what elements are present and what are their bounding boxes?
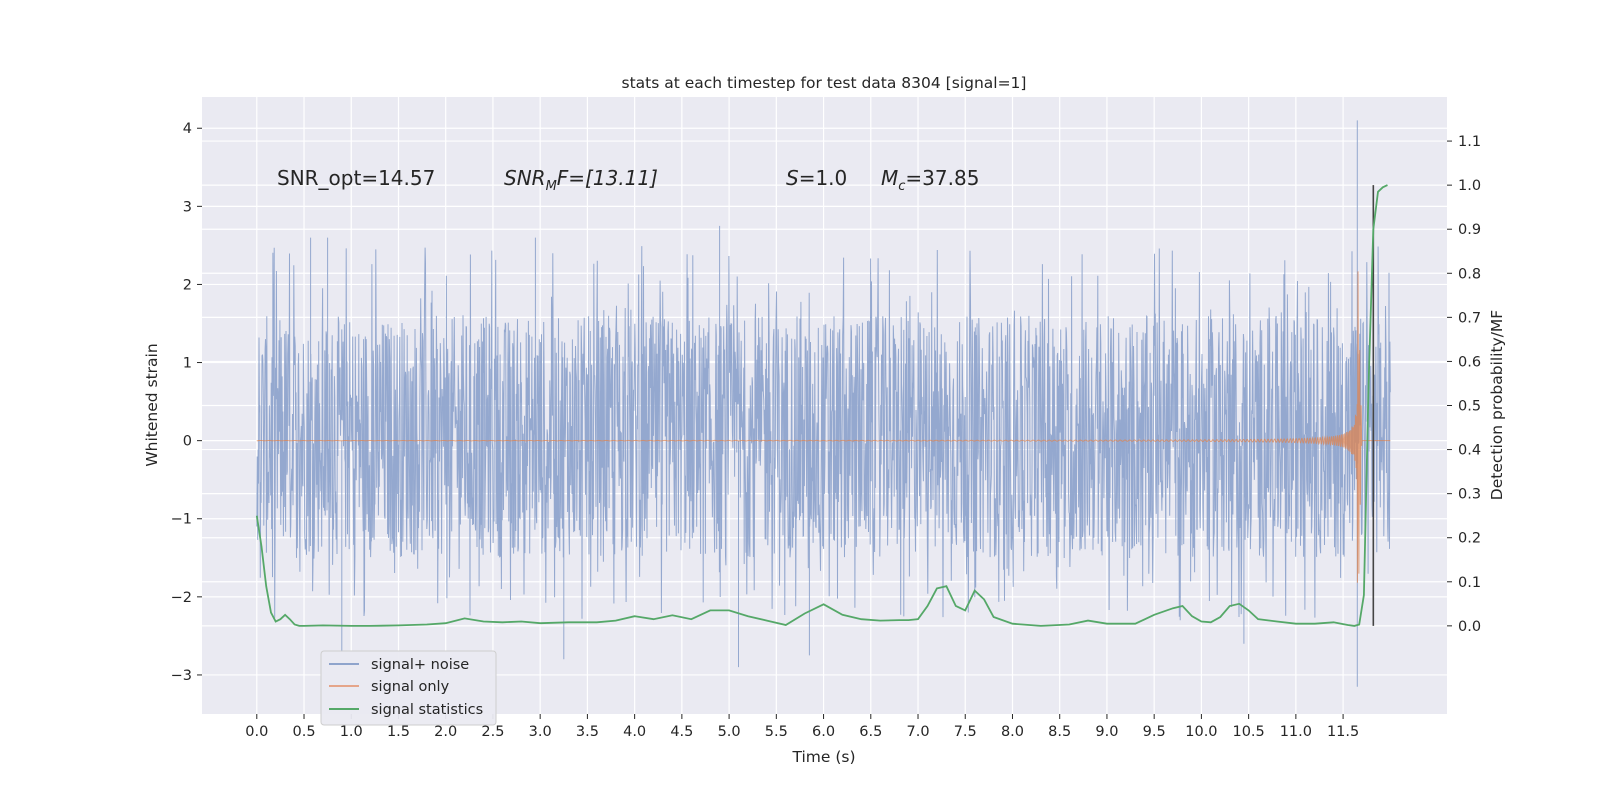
x-tick-label: 3.5 [576,724,599,740]
y-right-tick-label: 0.2 [1458,531,1481,547]
y-left-tick-label: 4 [183,121,192,137]
annotation-snr-opt: SNR_opt=14.57 [277,166,435,190]
annotation-snr-mf-value: F=[13.11] [557,166,658,190]
x-tick-label: 7.5 [954,724,977,740]
y-right-tick-label: 1.1 [1458,134,1481,150]
x-tick-label: 11.0 [1280,724,1312,740]
x-tick-label: 10.0 [1185,724,1217,740]
x-tick-label: 6.5 [859,724,882,740]
y-right-tick-label: 0.8 [1458,266,1481,282]
y-right-tick-label: 0.5 [1458,399,1481,415]
ticks: 0.0 0.5 1.0 1.5 2.0 2.5 3.0 3.5 4.0 4.5 5.0 5.5 6.0 6… [171,121,1481,740]
annotation-mc-label: M [881,166,898,190]
x-tick-label: 0.0 [245,724,268,740]
legend-label-stats: signal statistics [371,702,483,718]
legend-box [320,650,497,726]
legend: signal+ noise signal only signal statist… [320,650,497,726]
y-left-tick-label: −1 [171,512,192,528]
series-layer [255,120,1391,687]
x-tick-label: 4.5 [670,724,693,740]
x-tick-label: 0.5 [292,724,315,740]
x-tick-label: 1.5 [387,724,410,740]
annotation-snr-mf: SNRMF=[13.11] [504,166,658,194]
series-signal-noise [256,120,1391,687]
chart-title: stats at each timestep for test data 830… [622,74,1027,92]
x-tick-label: 8.0 [1001,724,1024,740]
annotation-s-value: =1.0 [799,166,848,190]
x-axis-label: Time (s) [791,748,855,766]
y-right-tick-label: 0.9 [1458,222,1481,238]
x-tick-label: 5.0 [718,724,741,740]
legend-label-noise: signal+ noise [371,657,469,673]
y-axis-left-label: Whitened strain [143,343,161,466]
y-right-tick-label: 0.7 [1458,310,1481,326]
legend-label-signal: signal only [371,679,450,695]
y-right-tick-label: 0.1 [1458,575,1481,591]
x-tick-label: 7.0 [906,724,929,740]
y-left-tick-label: −2 [171,590,192,606]
annotation-s: S=1.0 [786,166,847,190]
x-tick-label: 3.0 [529,724,552,740]
x-tick-label: 8.5 [1048,724,1071,740]
x-tick-label: 6.0 [812,724,835,740]
annotation-mc-value: =37.85 [905,166,979,190]
y-left-tick-label: 1 [183,356,192,372]
x-tick-label: 5.5 [765,724,788,740]
x-tick-label: 4.0 [623,724,646,740]
y-left-tick-label: 3 [183,199,192,215]
series-signal-only [256,271,1391,583]
annotation-snr-mf-sub: M [546,179,557,194]
y-left-tick-label: 2 [183,277,192,293]
x-tick-label: 2.0 [434,724,457,740]
y-right-tick-label: 1.0 [1458,178,1481,194]
y-left-tick-label: −3 [171,668,192,684]
y-axis-right-label: Detection probability/MF [1488,310,1506,501]
y-right-tick-label: 0.3 [1458,487,1481,503]
x-tick-label: 10.5 [1232,724,1264,740]
x-tick-label: 2.5 [481,724,504,740]
y-right-tick-label: 0.4 [1458,443,1481,459]
x-tick-label: 9.0 [1095,724,1118,740]
x-tick-label: 1.0 [340,724,363,740]
annotation-mc: Mc=37.85 [881,166,979,194]
y-left-tick-label: 0 [183,434,192,450]
y-right-tick-label: 0.6 [1458,354,1481,370]
x-tick-label: 11.5 [1327,724,1359,740]
annotation-s-label: S [786,166,799,190]
annotation-snr-mf-label: SNR [504,166,546,190]
annotation-mc-sub: c [898,179,905,194]
series-signal-statistics [255,184,1388,627]
x-tick-label: 9.5 [1143,724,1166,740]
y-right-tick-label: 0.0 [1458,619,1481,635]
